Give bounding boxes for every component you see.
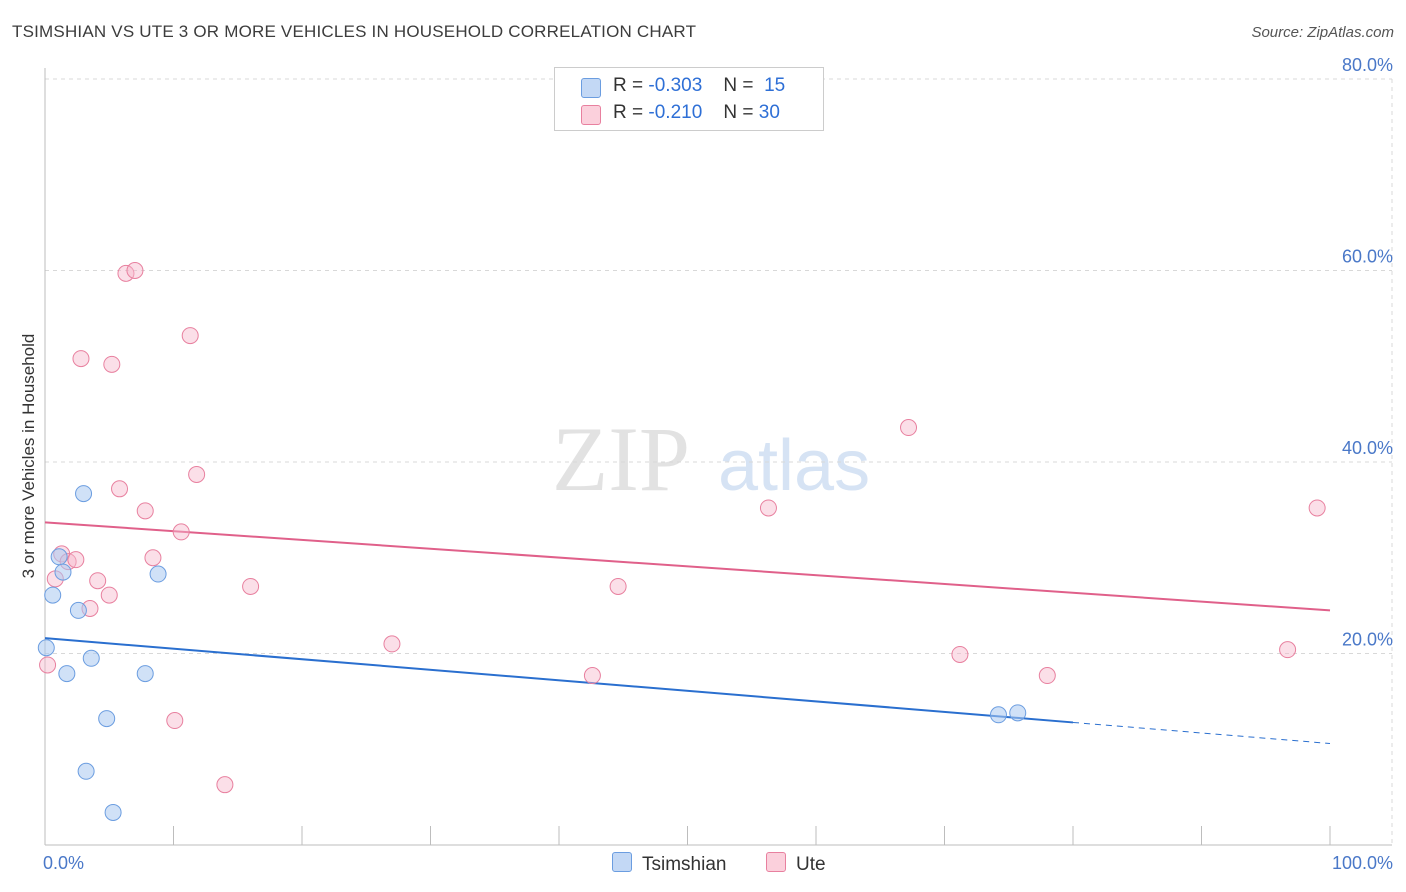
ute-point xyxy=(759,499,777,517)
tsimshian-point xyxy=(58,665,76,683)
tsimshian-point xyxy=(104,803,122,821)
ute-point xyxy=(583,667,601,685)
legend-n-label: N = xyxy=(723,102,754,123)
chart-title: TSIMSHIAN VS UTE 3 OR MORE VEHICLES IN H… xyxy=(12,22,697,41)
ute-point xyxy=(1308,499,1326,517)
source-label: Source: ZipAtlas.com xyxy=(1251,24,1394,41)
tsimshian-legend-swatch xyxy=(612,852,632,872)
ute-point xyxy=(111,480,129,498)
watermark-atlas: atlas xyxy=(718,426,870,506)
ute-point xyxy=(216,776,234,794)
bottom-legend-tsimshian: Tsimshian xyxy=(612,852,726,876)
tsimshian-swatch xyxy=(581,78,601,98)
ute-point xyxy=(166,712,184,730)
ute-legend-swatch xyxy=(766,852,786,872)
tsimshian-point xyxy=(1009,704,1027,722)
ute-point xyxy=(72,350,90,368)
correlation-legend: R = -0.303 N = 15 R = -0.210 N = 30 xyxy=(554,67,824,131)
tsimshian-point xyxy=(77,762,95,780)
legend-r-value: -0.210 xyxy=(648,102,703,123)
y-tick-label: 60.0% xyxy=(1342,247,1393,267)
ute-point xyxy=(188,465,206,483)
ute-point xyxy=(89,572,107,590)
ute-point xyxy=(136,502,154,520)
tsimshian-legend-label: Tsimshian xyxy=(642,854,727,875)
ute-swatch xyxy=(581,105,601,125)
tsimshian-trend-extension xyxy=(1072,721,1331,745)
ute-point xyxy=(126,262,144,279)
ute-point xyxy=(144,549,162,567)
tsimshian-point xyxy=(37,639,55,657)
tsimshian-point xyxy=(75,485,93,503)
ute-point xyxy=(383,635,401,653)
ute-point xyxy=(951,645,969,663)
tsimshian-point xyxy=(50,548,68,566)
ute-point xyxy=(1279,641,1297,659)
tsimshian-point xyxy=(54,563,72,581)
x-tick-label: 0.0% xyxy=(43,853,84,873)
ute-point xyxy=(900,419,918,437)
y-tick-label: 20.0% xyxy=(1342,630,1393,650)
legend-r-label: R = xyxy=(613,102,644,123)
x-tick-label: 100.0% xyxy=(1332,853,1393,873)
legend-n-label: N = xyxy=(723,75,754,96)
y-tick-label: 40.0% xyxy=(1342,438,1393,458)
ute-point xyxy=(39,656,57,674)
ute-point xyxy=(181,327,199,345)
y-axis-label: 3 or more Vehicles in Household xyxy=(19,334,38,579)
tsimshian-point xyxy=(98,710,116,728)
tsimshian-trend-line xyxy=(44,637,1074,724)
tsimshian-point xyxy=(136,665,154,683)
tsimshian-point xyxy=(149,565,167,583)
legend-n-value: 30 xyxy=(758,102,780,123)
ute-point xyxy=(609,577,627,595)
legend-r-label: R = xyxy=(613,75,644,96)
legend-r-value: -0.303 xyxy=(648,75,703,96)
bottom-legend-ute: Ute xyxy=(766,852,826,876)
tsimshian-point xyxy=(989,706,1007,724)
ute-point xyxy=(172,523,190,541)
ute-point xyxy=(67,551,85,569)
legend-n-value: 15 xyxy=(764,75,786,96)
ute-legend-label: Ute xyxy=(796,854,826,875)
y-tick-label: 80.0% xyxy=(1342,55,1393,75)
ute-trend-line xyxy=(44,521,1331,612)
tsimshian-point xyxy=(82,649,100,667)
watermark-zip: ZIP xyxy=(552,408,690,510)
tsimshian-point xyxy=(44,586,62,604)
tsimshian-point xyxy=(69,601,87,619)
ute-point xyxy=(100,586,118,604)
ute-point xyxy=(242,577,260,595)
ute-point xyxy=(1038,667,1056,685)
ute-point xyxy=(103,355,121,373)
